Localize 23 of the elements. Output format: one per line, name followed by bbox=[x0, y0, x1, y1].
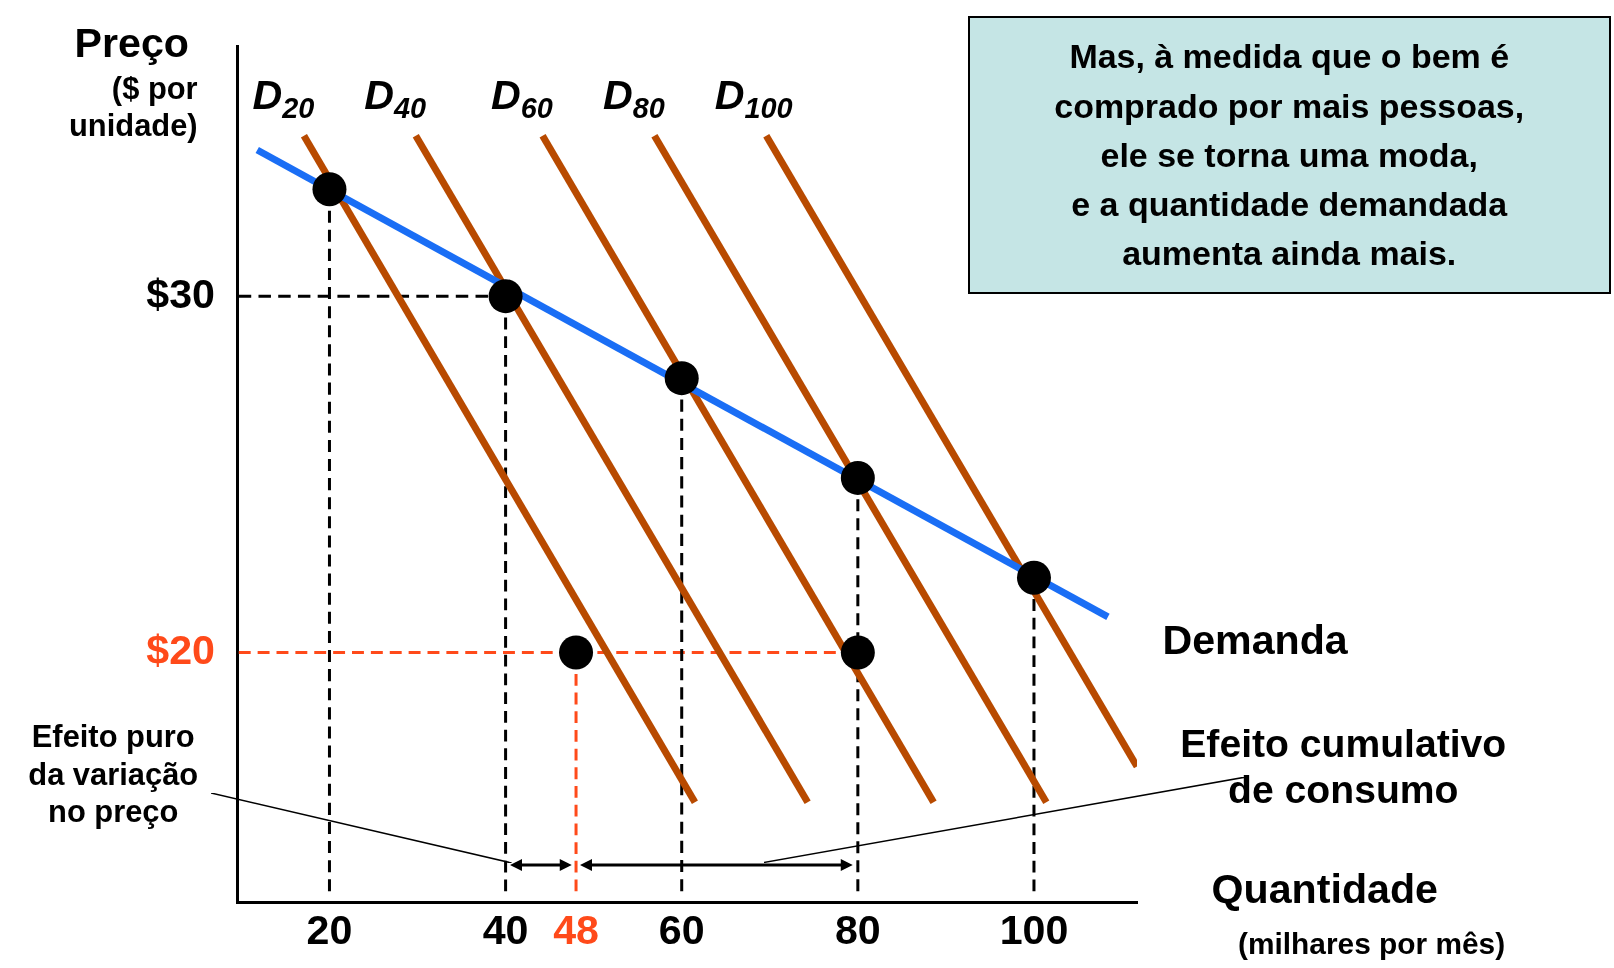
x-tick-label: 20 bbox=[306, 907, 353, 954]
series-label: Demanda bbox=[1162, 616, 1349, 663]
x-tick-label: 100 bbox=[999, 907, 1069, 954]
point bbox=[488, 279, 523, 314]
point bbox=[1016, 560, 1051, 595]
x-axis-title: Quantidade bbox=[1211, 865, 1438, 912]
text: ($ por unidade) bbox=[67, 70, 198, 145]
x-tick-label: 40 bbox=[482, 907, 529, 954]
point bbox=[840, 460, 875, 495]
point bbox=[840, 635, 875, 670]
x-tick-label: 48 bbox=[553, 907, 599, 954]
text: (milhares por mês) bbox=[1237, 926, 1507, 963]
y-tick-label: $20 bbox=[146, 626, 215, 673]
y-axis-title: Preço bbox=[74, 19, 189, 66]
point bbox=[559, 635, 594, 670]
point bbox=[312, 172, 347, 207]
text: Efeito puro da variação no preço bbox=[27, 718, 200, 830]
x-tick-label: 80 bbox=[834, 907, 881, 954]
y-tick-label: $30 bbox=[146, 270, 215, 317]
x-tick-label: 60 bbox=[658, 907, 705, 954]
note-box: Mas, à medida que o bem é comprado por mais pessoas, ele se torna uma moda, e a quantidade demandada aumenta ainda mais. bbox=[967, 16, 1611, 295]
point bbox=[664, 361, 699, 396]
text: Efeito cumulativo de consumo bbox=[1179, 720, 1508, 814]
